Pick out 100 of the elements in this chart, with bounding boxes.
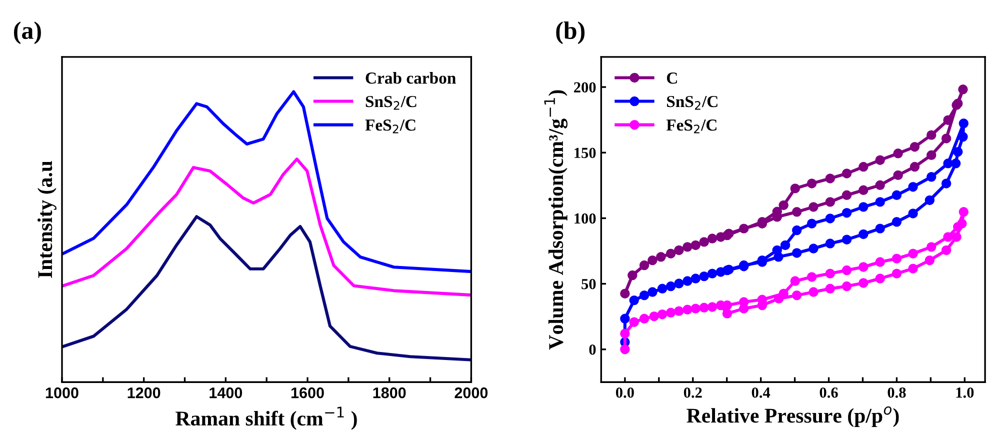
x-tick-label: 0.4 xyxy=(752,387,770,398)
point xyxy=(778,200,788,210)
point xyxy=(943,232,953,242)
point xyxy=(629,295,639,306)
legend-label: Crab carbon xyxy=(366,72,456,84)
point xyxy=(666,308,676,318)
chart-title: (b) xyxy=(556,21,585,44)
point xyxy=(953,146,963,157)
point xyxy=(722,300,732,310)
point xyxy=(629,317,639,327)
point xyxy=(908,208,918,218)
point xyxy=(620,288,630,298)
point xyxy=(666,281,676,292)
point xyxy=(924,195,935,206)
y-tick-label: 200 xyxy=(574,82,596,93)
y-tick-label: 50 xyxy=(582,278,596,290)
point xyxy=(842,168,852,178)
point xyxy=(825,174,835,184)
point xyxy=(682,304,692,314)
point xyxy=(628,270,638,280)
point xyxy=(656,252,666,262)
point xyxy=(792,290,802,300)
point xyxy=(892,190,902,200)
point xyxy=(722,308,732,318)
x-tick-label: 2000 xyxy=(454,387,488,398)
point xyxy=(792,207,802,217)
point xyxy=(707,268,718,278)
point xyxy=(908,182,918,192)
point xyxy=(648,287,658,297)
point xyxy=(858,262,868,272)
point xyxy=(690,304,700,314)
x-tick-label: 1000 xyxy=(46,387,78,398)
point xyxy=(858,162,868,172)
point xyxy=(858,278,868,288)
point xyxy=(875,274,885,284)
x-tick-label: 0.0 xyxy=(616,387,634,398)
y-axis-title: Intensity (a.u xyxy=(37,161,56,278)
point xyxy=(893,170,903,180)
point xyxy=(690,274,700,284)
point xyxy=(674,245,684,256)
point xyxy=(806,272,817,282)
point xyxy=(657,309,668,320)
point xyxy=(808,202,818,212)
point xyxy=(682,242,692,252)
y-axis-title: Volume Adsorption(cm³/g$^{−1}$) xyxy=(544,90,568,350)
point xyxy=(825,214,835,224)
point xyxy=(952,232,962,242)
point xyxy=(926,150,936,160)
y-tick-label: 100 xyxy=(574,213,596,224)
legend-label: SnS$_{2}$/C xyxy=(667,96,718,110)
point xyxy=(790,276,800,286)
point xyxy=(858,185,868,196)
y-tick-label: 0 xyxy=(589,344,596,355)
point xyxy=(875,155,885,165)
point xyxy=(674,278,684,288)
point xyxy=(825,238,835,248)
point xyxy=(738,297,749,307)
point xyxy=(875,224,885,234)
point xyxy=(639,290,650,300)
legend-label: C xyxy=(666,72,677,84)
point xyxy=(699,302,709,313)
point xyxy=(666,248,676,258)
point xyxy=(648,255,658,266)
point xyxy=(926,172,936,182)
point xyxy=(842,265,852,276)
point xyxy=(858,229,868,240)
point xyxy=(958,132,968,142)
point xyxy=(875,180,885,190)
point xyxy=(792,225,802,236)
point xyxy=(842,281,852,292)
point xyxy=(926,130,936,140)
point xyxy=(941,245,952,256)
point xyxy=(657,284,668,294)
point xyxy=(875,197,885,207)
point xyxy=(958,207,969,217)
point xyxy=(808,244,818,254)
point xyxy=(958,118,969,128)
point xyxy=(924,255,935,266)
point xyxy=(958,84,968,94)
point xyxy=(892,254,902,264)
point xyxy=(690,240,700,250)
point xyxy=(620,344,630,354)
point xyxy=(639,314,650,324)
x-tick-label: 1200 xyxy=(128,387,160,398)
point xyxy=(808,287,818,297)
point xyxy=(943,158,953,168)
point xyxy=(825,284,835,294)
point xyxy=(620,314,630,324)
point xyxy=(649,311,660,322)
point xyxy=(842,234,852,244)
point xyxy=(953,222,963,232)
point xyxy=(892,268,902,278)
legend-label: FeS$_{2}$/C xyxy=(666,119,716,134)
point xyxy=(780,240,790,250)
y-tick-label: 150 xyxy=(574,148,596,158)
point xyxy=(842,208,852,218)
point xyxy=(875,257,885,267)
legend-label: FeS$_{2}$/C xyxy=(365,119,416,134)
x-tick-label: 1600 xyxy=(291,387,324,398)
x-tick-label: 0.6 xyxy=(820,387,838,398)
